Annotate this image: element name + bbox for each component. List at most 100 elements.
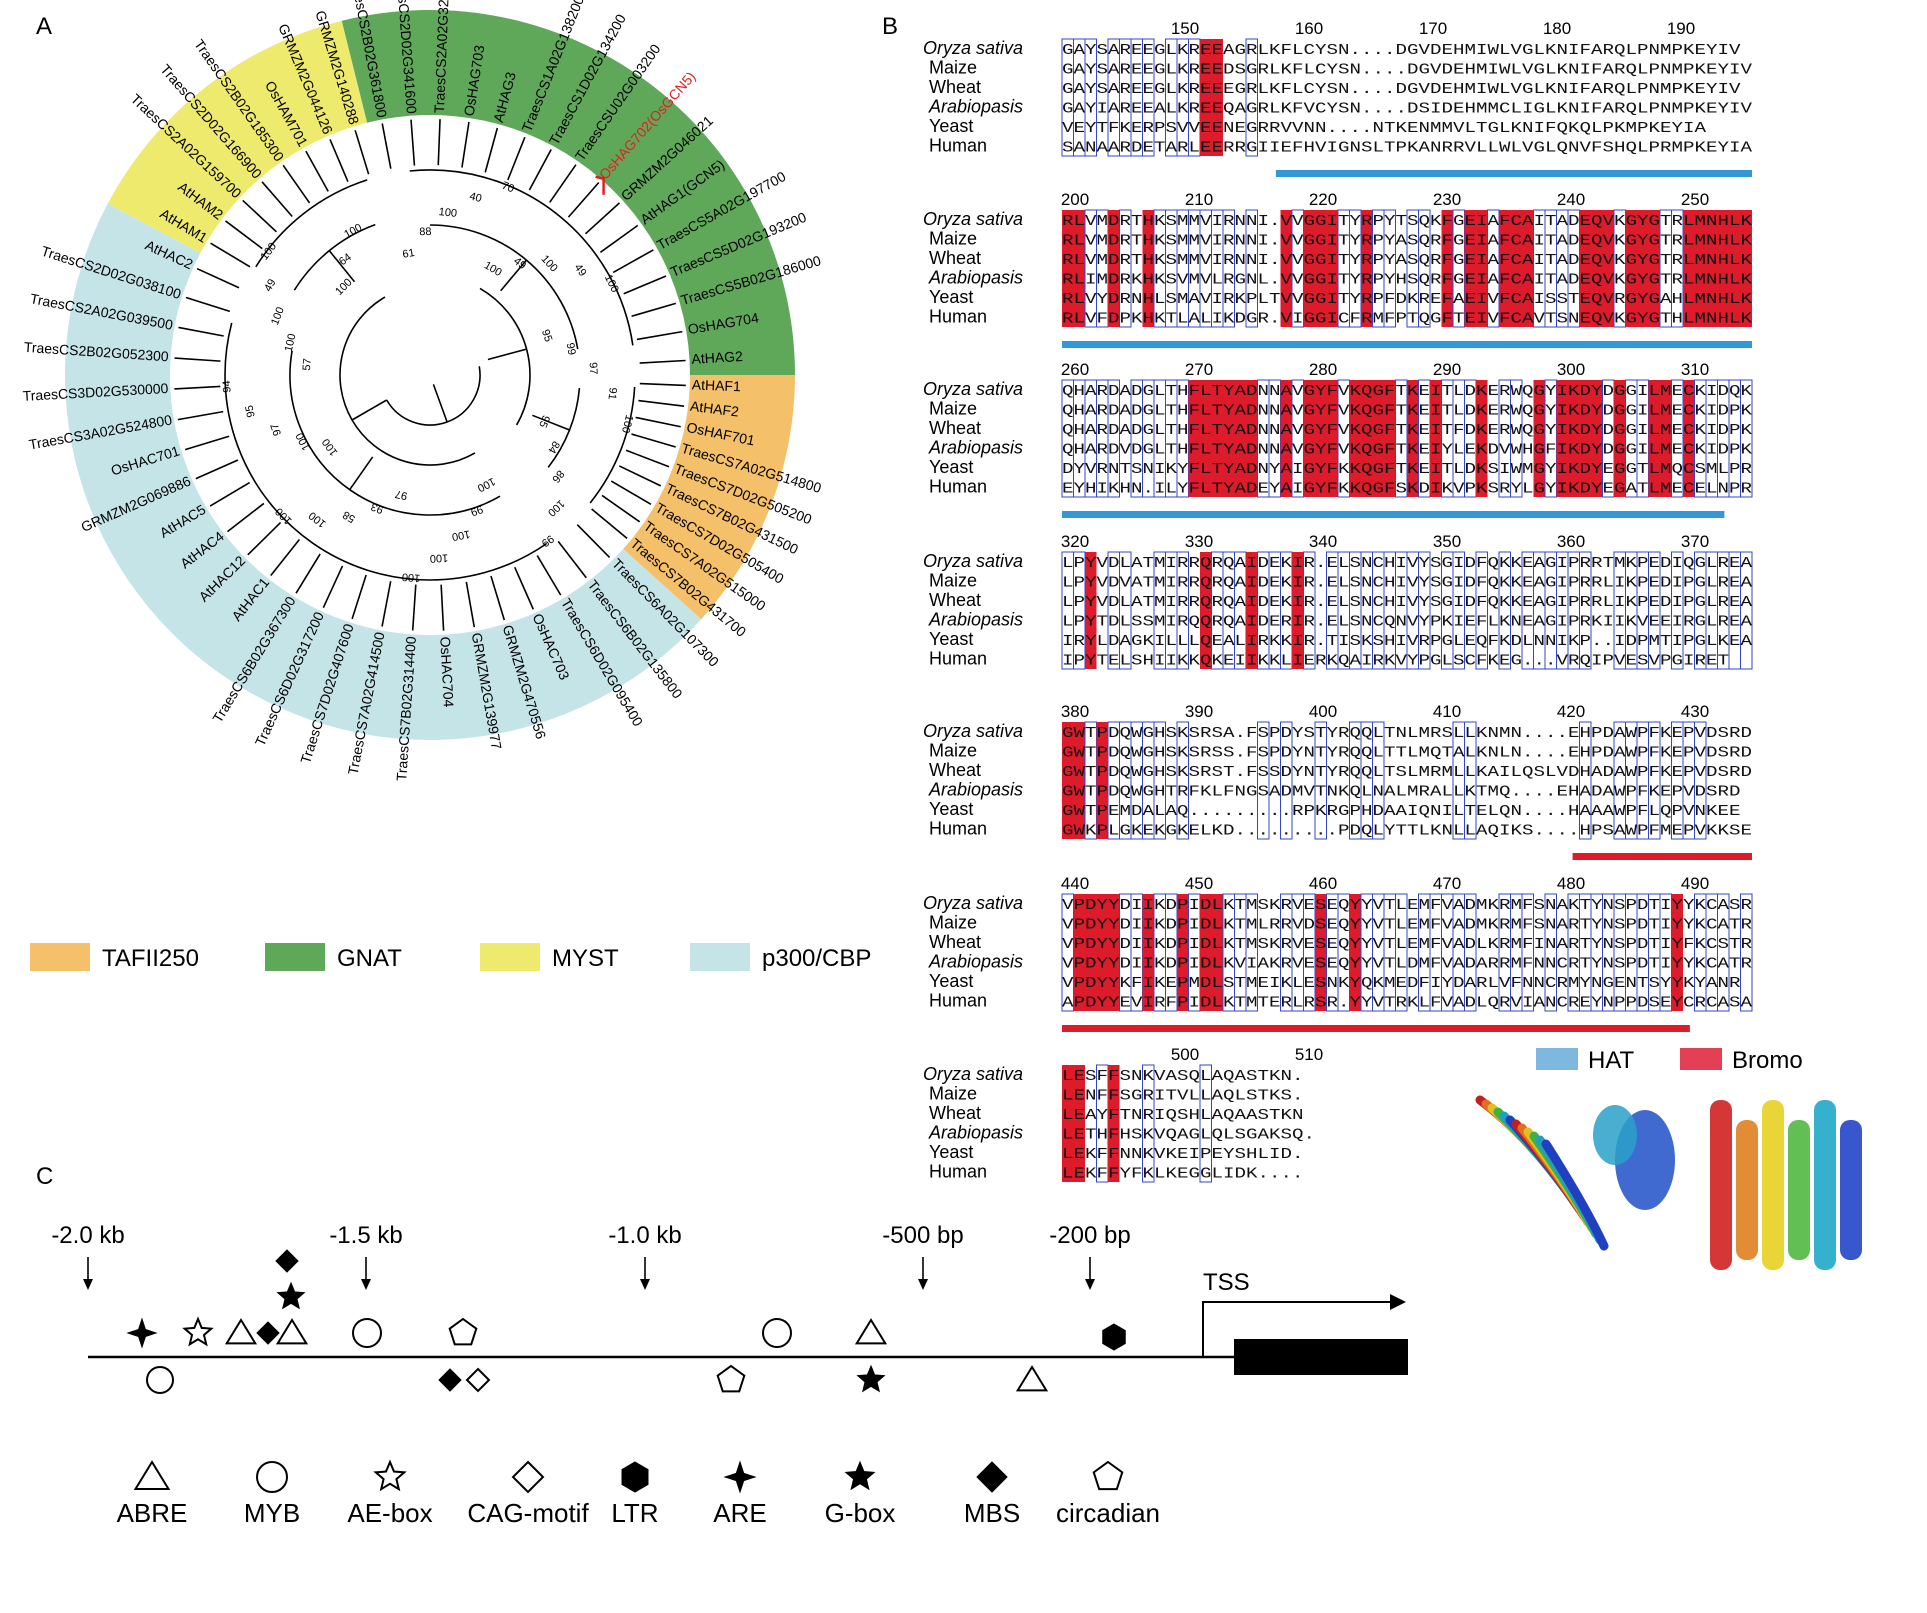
conserved-column [1683, 380, 1695, 497]
species-label: Yeast [929, 629, 973, 649]
sequence-row: RLVMDRTHKSMMVIRNNI.VVGGITYRPYASQRFGEIAFC… [1062, 233, 1752, 250]
bootstrap-value: 100 [283, 332, 299, 353]
conserved-column [1533, 380, 1545, 497]
position-arrowhead [640, 1279, 650, 1290]
leaf-label: TraesCS3D02G530000 [22, 380, 169, 404]
species-label: Arabiopasis [928, 97, 1023, 117]
sequence-row: LEKFFYFKLKEGGLIDK.... [1062, 1166, 1304, 1183]
tree-branch [210, 242, 251, 268]
species-label: Wheat [929, 1103, 981, 1123]
leaf-label: AtHAF2 [689, 398, 740, 420]
sequence-row: QHARDADGLTHFLTYADNNAVGYFVKQGFTKEITFDKERW… [1062, 422, 1752, 439]
sequence-row: GAYIAREEALKREEQAGRLKFVCYSN....DSIDEHMMCL… [1062, 101, 1752, 118]
conserved-column [1694, 210, 1706, 327]
tree-branch [329, 139, 349, 183]
species-label: Yeast [929, 1142, 973, 1162]
tree-branch [349, 456, 374, 491]
legend-swatch [690, 943, 750, 971]
panel-label-a: A [36, 13, 52, 40]
similar-column [1119, 551, 1132, 670]
tree-branch [576, 524, 611, 559]
alignment-tick: 310 [1681, 360, 1709, 379]
helix [1736, 1120, 1758, 1260]
conserved-column [1096, 722, 1108, 839]
conserved-column [1717, 210, 1729, 327]
similar-column [1303, 551, 1316, 670]
position-label: -1.5 kb [329, 1222, 402, 1249]
star-filled-icon [856, 1364, 886, 1393]
species-label: Maize [929, 229, 977, 249]
conserved-column [1441, 210, 1453, 327]
sequence-row: QHARDADGLTHFLTYADNNAVGYFVKQGFTKEITLDKERW… [1062, 383, 1752, 400]
tree-branch [623, 275, 667, 295]
bootstrap-value: 100 [545, 497, 567, 518]
bootstrap-value: 100 [619, 414, 635, 435]
tree-branch [639, 382, 686, 387]
similar-column [1579, 551, 1592, 670]
bootstrap-value: 100 [342, 222, 364, 241]
triangle-open-icon [1015, 1365, 1049, 1392]
tree-arc [409, 169, 634, 346]
domain-legend-swatch [1680, 1048, 1722, 1070]
species-label: Oryza sativa [923, 893, 1023, 913]
sequence-row: QHARDADGLTHFLTYADNNAVGYFVKQGFTKEITLDKERW… [1062, 403, 1752, 420]
tree-branch [196, 267, 240, 289]
similar-column [1176, 721, 1189, 840]
similar-column [1395, 893, 1408, 1012]
sequence-row: LESFFSNKVASQLAQASTKN. [1062, 1068, 1304, 1085]
bootstrap-value: 99 [539, 532, 556, 549]
legend-swatch [480, 943, 540, 971]
species-label: Maize [929, 399, 977, 419]
similar-column [1084, 38, 1097, 157]
family-legend: TAFII250 GNAT MYST p300/CBP [30, 943, 871, 972]
star-filled-icon [276, 1281, 306, 1310]
conserved-column [1464, 210, 1476, 327]
tree-branch [638, 399, 685, 407]
tree-branch [601, 494, 641, 523]
species-label: Human [929, 477, 987, 497]
bootstrap-value: 97 [587, 362, 599, 375]
alignment-tick: 200 [1061, 190, 1089, 209]
species-label: Human [929, 1162, 987, 1182]
legend-label: MYST [552, 945, 619, 972]
cis-element-label: ARE [713, 1498, 766, 1528]
conserved-column [1062, 1065, 1074, 1182]
species-label: Arabiopasis [928, 780, 1023, 800]
bootstrap-value: 94 [221, 380, 234, 393]
helix [1788, 1120, 1810, 1260]
sequence-row: RLVMDRTHKSMMVIRNNI.VVGGITYRPYASQRFGEIAFC… [1062, 252, 1752, 269]
species-label: Human [929, 136, 987, 156]
four-point-star-filled-icon [723, 1460, 757, 1494]
conserved-column [1556, 380, 1568, 497]
tree-branch [261, 181, 293, 218]
tss-label: TSS [1203, 1269, 1250, 1296]
bootstrap-value: 100 [401, 570, 420, 584]
similar-column [1464, 721, 1477, 840]
species-label: Arabiopasis [928, 1123, 1023, 1143]
sequence-row: GAYSAREEGLKREEEGRLKFLCYSN....DGVDEHMIWLV… [1062, 81, 1741, 98]
conserved-column [1648, 210, 1660, 327]
similar-column [1383, 209, 1396, 328]
legend-label: GNAT [337, 945, 402, 972]
conserved-column [1234, 380, 1246, 497]
conserved-column [1108, 210, 1120, 327]
sequence-row: RLVFDPKHKTLALIKDGR.VIGGICFRMFPTQGFTEIVFC… [1062, 311, 1752, 328]
tree-branch [432, 384, 448, 423]
species-label: Wheat [929, 418, 981, 438]
sequence-row: VPDYYDIIKDPIDLKTMSKRVESEQYYVTLEMFVADLKRM… [1062, 936, 1752, 953]
similar-column [1740, 893, 1753, 1012]
domain-bar [1572, 853, 1752, 860]
panel-label-b: B [882, 13, 898, 40]
tree-branch [282, 164, 311, 204]
tree-branch [599, 224, 639, 253]
alignment-tick: 430 [1681, 702, 1709, 721]
tree-branch [177, 410, 224, 421]
conserved-column [1085, 894, 1097, 1011]
conserved-column [1188, 380, 1200, 497]
conserved-column [1579, 210, 1591, 327]
species-label: Wheat [929, 932, 981, 952]
tree-branch [247, 521, 282, 556]
alignment-tick: 290 [1433, 360, 1461, 379]
sequence-row: RLIMDRKHKSVMVLRGNL.VVGGITYRPYHSQRFGEIAFC… [1062, 272, 1752, 289]
